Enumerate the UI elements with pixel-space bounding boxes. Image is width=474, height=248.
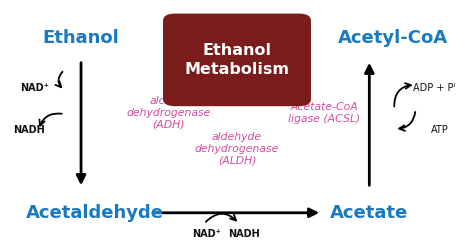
Text: Ethanol: Ethanol [43, 29, 119, 47]
Text: aldehyde
dehydrogenase
(ALDH): aldehyde dehydrogenase (ALDH) [195, 132, 279, 166]
Text: Acetaldehyde: Acetaldehyde [26, 204, 164, 222]
Text: NAD⁺: NAD⁺ [20, 83, 49, 93]
Text: NADH: NADH [13, 125, 45, 135]
Text: ADP + Pᴵ: ADP + Pᴵ [413, 83, 456, 93]
Text: alcohol
dehydrogenase
(ADH): alcohol dehydrogenase (ADH) [126, 96, 210, 130]
Text: Acetate: Acetate [330, 204, 409, 222]
FancyBboxPatch shape [164, 14, 310, 105]
Text: Acetyl-CoA: Acetyl-CoA [338, 29, 448, 47]
Text: NADH: NADH [228, 229, 260, 239]
Text: Acetate-CoA
ligase (ACSL): Acetate-CoA ligase (ACSL) [288, 102, 361, 124]
Text: ATP: ATP [431, 125, 449, 135]
Text: Ethanol
Metabolism: Ethanol Metabolism [184, 43, 290, 77]
Text: NAD⁺: NAD⁺ [192, 229, 221, 239]
